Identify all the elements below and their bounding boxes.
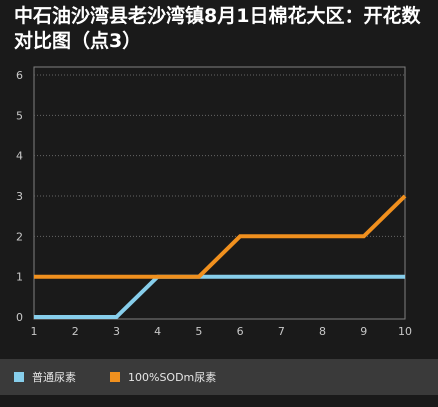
series-lines (34, 194, 407, 319)
y-tick-label-5: 5 (16, 109, 23, 122)
y-axis-ticks: 0 1 2 3 4 5 6 (16, 69, 23, 324)
legend-label-series-2: 100%SODm尿素 (128, 371, 217, 384)
x-tick-label-5: 5 (195, 325, 202, 338)
series-line-2[interactable] (34, 194, 407, 279)
y-tick-label-0: 0 (16, 311, 23, 324)
x-axis-ticks: 1 2 3 4 5 6 7 8 9 10 (31, 325, 413, 338)
x-tick-label-7: 7 (278, 325, 285, 338)
x-tick-label-4: 4 (154, 325, 161, 338)
y-tick-label-2: 2 (16, 230, 23, 243)
legend-swatch-series-1 (14, 372, 24, 382)
x-tick-label-10: 10 (398, 325, 412, 338)
y-tick-label-3: 3 (16, 190, 23, 203)
legend-swatch-series-2 (110, 372, 120, 382)
x-tick-label-8: 8 (319, 325, 326, 338)
legend-label-series-1: 普通尿素 (32, 371, 76, 384)
y-tick-label-4: 4 (16, 150, 23, 163)
x-tick-label-2: 2 (72, 325, 79, 338)
x-tick-label-1: 1 (31, 325, 38, 338)
x-tick-label-3: 3 (113, 325, 120, 338)
y-tick-label-1: 1 (16, 271, 23, 284)
series-line-1[interactable] (34, 274, 405, 319)
x-tick-label-9: 9 (360, 325, 367, 338)
y-tick-label-6: 6 (16, 69, 23, 82)
legend-item-series-1[interactable]: 普通尿素 (14, 359, 76, 395)
chart-title: 中石油沙湾县老沙湾镇8月1日棉花大区：开花数对比图（点3） (14, 5, 421, 52)
legend: 普通尿素 100%SODm尿素 (0, 359, 438, 395)
x-tick-label-6: 6 (237, 325, 244, 338)
legend-item-series-2[interactable]: 100%SODm尿素 (110, 359, 216, 395)
plot-area (33, 66, 406, 320)
